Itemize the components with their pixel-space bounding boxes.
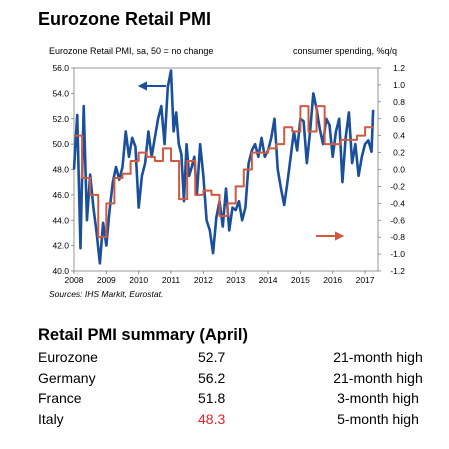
- x-tick-label: 2009: [97, 275, 116, 285]
- summary-country: Germany: [38, 369, 96, 386]
- y-right-tick-label: 1.2: [393, 63, 405, 73]
- summary-note: 21-month high: [333, 369, 423, 386]
- spending-series-line: [74, 105, 374, 239]
- y-right-tick-label: -1.2: [390, 266, 405, 276]
- y-right-tick-label: -1.0: [390, 249, 405, 259]
- y-right-tick-label: 0.0: [393, 165, 405, 175]
- chart-source: Sources: IHS Markit, Eurostat.: [49, 289, 164, 299]
- pmi-series-line: [72, 69, 375, 265]
- y-right-tick-label: -0.2: [390, 181, 405, 191]
- y-left-tick-label: 40.0: [52, 266, 69, 276]
- y-left-tick-label: 52.0: [52, 114, 69, 124]
- y-right-tick-label: 0.8: [393, 97, 405, 107]
- summary-row: Germany 56.2 21-month high: [38, 368, 448, 389]
- x-tick-label: 2011: [162, 275, 181, 285]
- y-left-tick-label: 42.0: [52, 241, 69, 251]
- summary-country: France: [38, 390, 82, 407]
- y-left-tick-label: 54.0: [52, 88, 69, 98]
- summary-value: 56.2: [198, 369, 226, 386]
- pmi-chart: 40.0 42.0 44.0 46.0 48.0 50.0 52.0 54.0 56.0 -1.2…: [52, 63, 405, 285]
- x-tick-label: 2012: [194, 275, 213, 285]
- y-right-tick-label: -0.8: [390, 232, 405, 242]
- x-tick-label: 2013: [226, 275, 245, 285]
- summary-value: 51.8: [198, 390, 226, 407]
- summary-country: Italy: [38, 410, 64, 427]
- y-right-tick-label: 0.4: [393, 131, 405, 141]
- summary-title: Retail PMI summary (April): [38, 326, 248, 344]
- y-left-tick-label: 46.0: [52, 190, 69, 200]
- summary-row: Italy 48.3 5-month high: [38, 409, 448, 430]
- left-axis-arrow: [137, 81, 166, 91]
- summary-row: France 51.8 3-month high: [38, 388, 448, 409]
- y-left-tick-label: 50.0: [52, 139, 69, 149]
- right-axis-arrow: [316, 231, 345, 241]
- summary-row: Eurozone 52.7 21-month high: [38, 347, 448, 368]
- y-left-tick-label: 48.0: [52, 165, 69, 175]
- y-right-tick-label: 1.0: [393, 80, 405, 90]
- chart-subtitle-left: Eurozone Retail PMI, sa, 50 = no change: [49, 46, 214, 56]
- summary-table: Eurozone 52.7 21-month high Germany 56.2…: [38, 347, 448, 429]
- summary-note: 3-month high: [337, 390, 419, 407]
- y-left-tick-label: 56.0: [52, 63, 69, 73]
- chart-subtitle-right: consumer spending, %q/q: [292, 46, 397, 56]
- y-right-tick-label: 0.2: [393, 148, 405, 158]
- y-right-tick-label: 0.6: [393, 114, 405, 124]
- summary-value: 48.3: [198, 410, 226, 427]
- x-tick-label: 2015: [291, 275, 310, 285]
- summary-note: 5-month high: [337, 410, 419, 427]
- y-right-tick-label: -0.6: [390, 215, 405, 225]
- x-tick-label: 2008: [65, 275, 84, 285]
- y-right-tick-label: -0.4: [390, 198, 405, 208]
- x-tick-label: 2010: [129, 275, 148, 285]
- x-tick-label: 2014: [259, 275, 278, 285]
- x-tick-label: 2017: [356, 275, 375, 285]
- page-title: Eurozone Retail PMI: [38, 9, 212, 29]
- x-tick-label: 2016: [323, 275, 342, 285]
- y-left-tick-label: 44.0: [52, 215, 69, 225]
- summary-note: 21-month high: [333, 349, 423, 366]
- summary-country: Eurozone: [38, 349, 98, 366]
- plot-frame: [73, 67, 379, 272]
- summary-value: 52.7: [198, 349, 226, 366]
